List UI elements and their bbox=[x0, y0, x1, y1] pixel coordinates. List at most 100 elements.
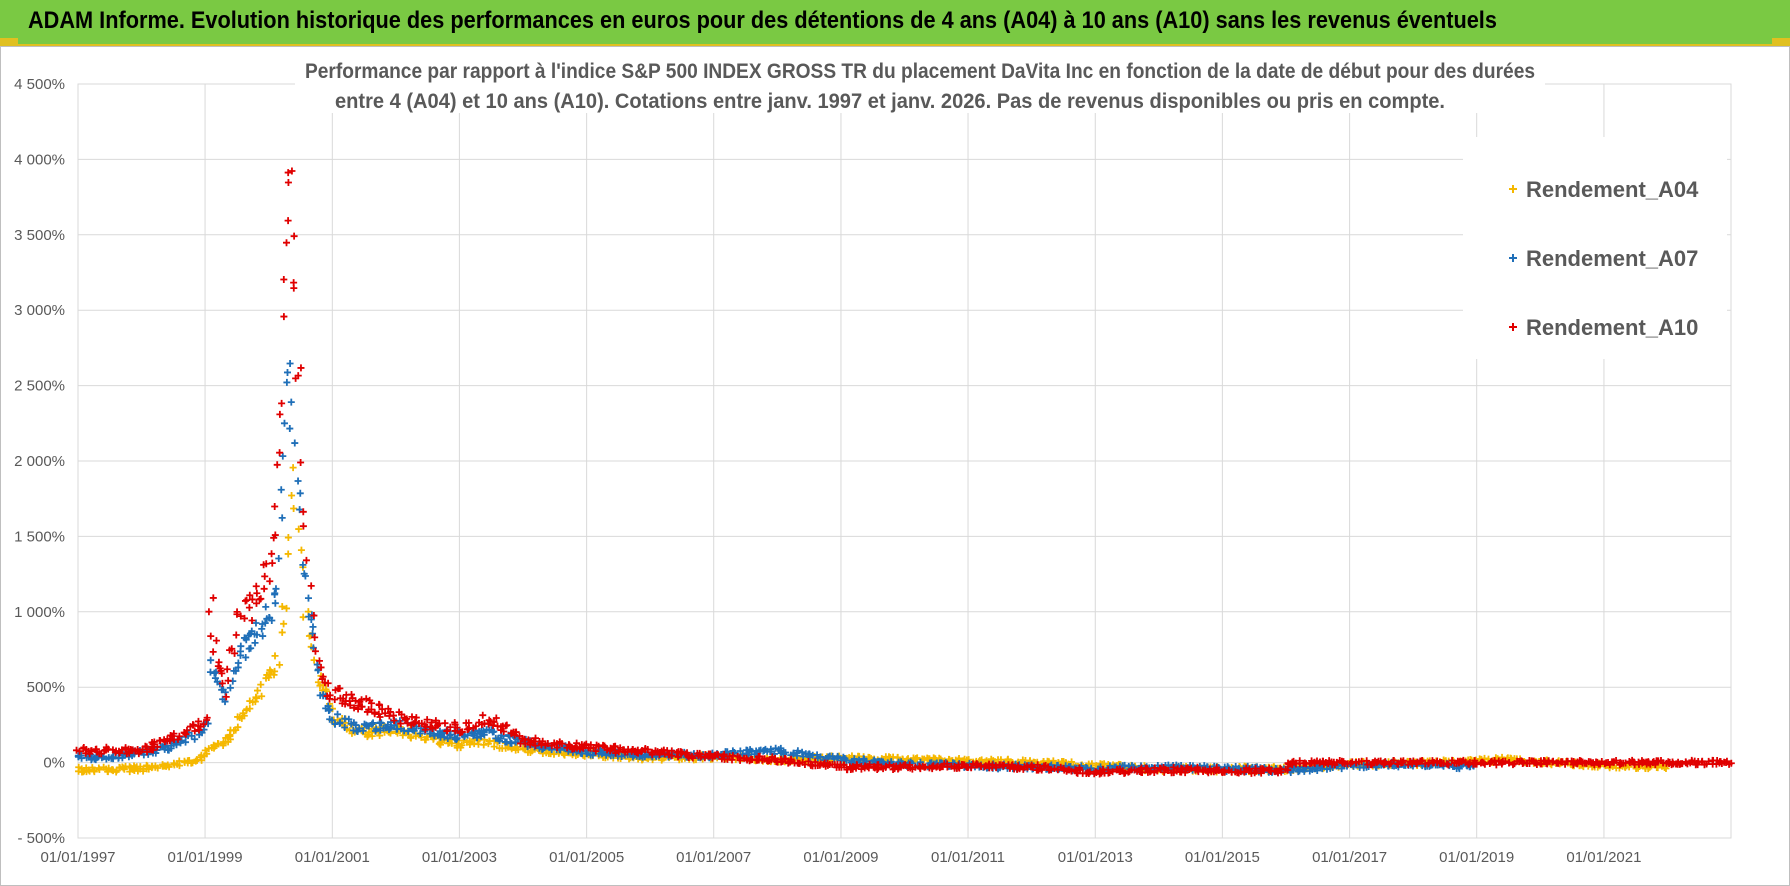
data-marker bbox=[799, 752, 807, 760]
data-marker bbox=[668, 747, 676, 755]
data-marker bbox=[226, 684, 234, 692]
data-marker bbox=[1651, 761, 1659, 769]
data-marker bbox=[203, 714, 211, 722]
data-marker bbox=[246, 591, 254, 599]
data-marker bbox=[767, 756, 775, 764]
chart-title-background bbox=[295, 51, 1545, 113]
data-marker bbox=[713, 750, 721, 758]
data-marker bbox=[458, 741, 466, 749]
data-marker bbox=[247, 644, 255, 652]
data-marker bbox=[313, 661, 321, 669]
data-marker bbox=[280, 620, 288, 628]
data-marker bbox=[466, 741, 474, 749]
data-marker bbox=[372, 725, 380, 733]
data-marker bbox=[610, 743, 618, 751]
x-tick-label: 01/01/2003 bbox=[422, 849, 497, 866]
chart-axes: - 500% 0% 500% 1 000% 1 500% 2 000% 2 500% 3 00… bbox=[14, 76, 1641, 866]
data-marker bbox=[404, 719, 412, 727]
legend-marker bbox=[1509, 254, 1517, 262]
data-marker bbox=[544, 739, 552, 747]
data-marker bbox=[232, 667, 240, 675]
data-marker bbox=[272, 585, 280, 593]
chart-title-line-1: Performance par rapport à l'indice S&P 5… bbox=[305, 60, 1535, 83]
data-marker bbox=[287, 398, 295, 406]
data-marker bbox=[257, 681, 265, 689]
data-marker bbox=[223, 665, 231, 673]
performance-scatter-chart: - 500% 0% 500% 1 000% 1 500% 2 000% 2 500% 3 00… bbox=[14, 51, 1735, 866]
data-marker bbox=[1399, 757, 1407, 765]
data-marker bbox=[258, 625, 266, 633]
data-marker bbox=[294, 477, 302, 485]
data-marker bbox=[644, 746, 652, 754]
data-marker bbox=[789, 750, 797, 758]
data-marker bbox=[447, 731, 455, 739]
x-tick-label: 01/01/2019 bbox=[1439, 849, 1514, 866]
data-marker bbox=[241, 597, 249, 605]
data-marker bbox=[286, 425, 294, 433]
data-marker bbox=[512, 728, 520, 736]
data-marker bbox=[367, 728, 375, 736]
data-marker bbox=[280, 313, 288, 321]
data-marker bbox=[1047, 766, 1055, 774]
data-marker bbox=[1440, 759, 1448, 767]
y-tick-label: 3 500% bbox=[14, 227, 65, 244]
x-tick-label: 01/01/2021 bbox=[1566, 849, 1641, 866]
data-marker bbox=[355, 724, 363, 732]
data-marker bbox=[446, 723, 454, 731]
data-marker bbox=[283, 604, 291, 612]
header-corner-left bbox=[0, 38, 18, 46]
data-marker bbox=[248, 616, 256, 624]
data-marker bbox=[226, 732, 234, 740]
data-marker bbox=[658, 756, 666, 764]
data-marker bbox=[236, 713, 244, 721]
data-marker bbox=[615, 748, 623, 756]
data-marker bbox=[271, 599, 279, 607]
data-marker bbox=[77, 752, 85, 760]
data-marker bbox=[397, 720, 405, 728]
data-marker bbox=[943, 760, 951, 768]
page-title: ADAM Informe. Evolution historique des p… bbox=[28, 7, 1497, 34]
data-marker bbox=[268, 559, 276, 567]
data-marker bbox=[367, 699, 375, 707]
data-marker bbox=[299, 561, 307, 569]
chart-series bbox=[72, 167, 1735, 778]
data-marker bbox=[368, 720, 376, 728]
data-marker bbox=[997, 756, 1005, 764]
data-marker bbox=[276, 410, 284, 418]
data-marker bbox=[359, 727, 367, 735]
data-marker bbox=[1051, 764, 1059, 772]
data-marker bbox=[376, 701, 384, 709]
data-marker bbox=[275, 555, 283, 563]
data-marker bbox=[178, 737, 186, 745]
data-marker bbox=[637, 748, 645, 756]
data-marker bbox=[231, 649, 239, 657]
data-marker bbox=[345, 715, 353, 723]
data-marker bbox=[324, 679, 332, 687]
data-marker bbox=[261, 572, 269, 580]
chart-frame: - 500% 0% 500% 1 000% 1 500% 2 000% 2 500% 3 00… bbox=[0, 46, 1790, 886]
legend-marker bbox=[1509, 185, 1517, 193]
data-marker bbox=[1067, 767, 1075, 775]
x-tick-label: 01/01/2011 bbox=[931, 849, 1005, 866]
data-marker bbox=[240, 614, 248, 622]
data-marker bbox=[472, 722, 480, 730]
data-marker bbox=[438, 729, 446, 737]
x-tick-label: 01/01/2007 bbox=[676, 849, 751, 866]
data-marker bbox=[833, 754, 841, 762]
data-marker bbox=[290, 232, 298, 240]
y-tick-label: 1 500% bbox=[14, 528, 65, 545]
data-marker bbox=[203, 750, 211, 758]
data-marker bbox=[87, 747, 95, 755]
data-marker bbox=[428, 724, 436, 732]
data-marker bbox=[215, 658, 223, 666]
data-marker bbox=[194, 717, 202, 725]
data-marker bbox=[278, 628, 286, 636]
data-marker bbox=[232, 631, 240, 639]
data-marker bbox=[253, 687, 261, 695]
data-marker bbox=[728, 756, 736, 764]
data-marker bbox=[241, 634, 249, 642]
data-marker bbox=[448, 739, 456, 747]
data-marker bbox=[346, 701, 354, 709]
data-marker bbox=[317, 663, 325, 671]
data-marker bbox=[411, 718, 419, 726]
